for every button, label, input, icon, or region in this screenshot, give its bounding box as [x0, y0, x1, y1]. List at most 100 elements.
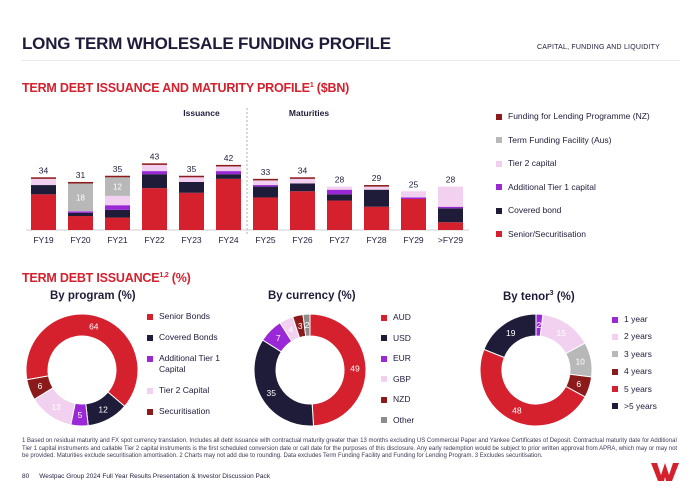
donut-value-1-year: 2 [536, 320, 541, 330]
bar-segment-funding-for-lending-programme-nz-fy23 [179, 175, 204, 178]
bar-total-fy19: 34 [39, 165, 49, 175]
bar-total-fy29: 25 [409, 179, 419, 189]
bar-segment-senior-securitisation-fy20 [68, 216, 93, 230]
deck-title: Westpac Group 2024 Full Year Results Pre… [39, 473, 270, 480]
bar-segment-additional-tier-1-capital-fy29 [438, 206, 463, 209]
legend-label: USD [393, 332, 411, 343]
title-divider [22, 60, 680, 61]
donut-value-additional-tier-1-capital: 5 [78, 410, 83, 420]
legend-label: Senior Bonds [159, 311, 211, 321]
bar-segment-covered-bond-fy23 [179, 181, 204, 193]
donut-slice-aud [309, 313, 367, 427]
bar-segment-tier-2-capital-fy29 [401, 191, 426, 198]
bar-segment-funding-for-lending-programme-nz-fy24 [216, 164, 241, 167]
bar-segment-funding-for-lending-programme-nz-fy25 [253, 178, 278, 181]
program-chart-title: By program (%) [50, 290, 136, 302]
bar-segment-senior-securitisation-fy27 [327, 200, 352, 230]
legend-swatch [612, 386, 618, 393]
x-tick-fy29: >FY29 [438, 235, 464, 245]
x-tick-fy29: FY29 [403, 235, 424, 245]
section-label: CAPITAL, FUNDING AND LIQUIDITY [537, 44, 660, 51]
legend-label: Funding for Lending Programme (NZ) [508, 111, 650, 121]
donut-value-5-years: 19 [506, 328, 516, 338]
legend-label: GBP [393, 373, 411, 384]
legend-label: 2 years [624, 331, 652, 342]
bar-segment-senior-securitisation-fy21 [105, 217, 130, 230]
legend-swatch [381, 376, 387, 382]
legend-item-covered-bond: Covered bond [496, 205, 650, 216]
donut-value-nzd: 3 [298, 321, 303, 331]
donut-value-aud: 49 [350, 364, 360, 374]
legend-item-additional-tier-1-capital: Additional Tier 1 Capital [147, 353, 247, 375]
bar-segment-funding-for-lending-programme-nz-fy22 [142, 163, 167, 165]
legend-item-aud: AUD [381, 312, 451, 323]
bar-total-fy23: 35 [187, 164, 197, 174]
bar-segment-additional-tier-1-capital-fy25 [253, 185, 278, 187]
legend-label: Additional Tier 1 Capital [159, 353, 220, 374]
bar-segment-covered-bond-fy24 [216, 174, 241, 179]
bar-segment-tier-2-capital-fy23 [179, 177, 204, 182]
bar-segment-senior-securitisation-fy26 [290, 191, 315, 230]
x-tick-fy21: FY21 [107, 235, 128, 245]
legend-item-tier-2-capital: Tier 2 Capital [147, 385, 247, 396]
bar-segment-covered-bond-fy28 [364, 189, 389, 207]
bar-segment-tier-2-capital-fy22 [142, 164, 167, 172]
legend-label: Securitisation [159, 406, 211, 416]
legend-label: Term Funding Facility (Aus) [508, 134, 612, 145]
bar-total-fy20: 31 [76, 170, 86, 180]
x-tick-fy22: FY22 [144, 235, 165, 245]
legend-label: Tier 2 Capital [159, 385, 210, 395]
page-title: LONG TERM WHOLESALE FUNDING PROFILE [22, 34, 391, 53]
bar-total-fy29: 28 [446, 175, 456, 185]
x-tick-fy20: FY20 [70, 235, 91, 245]
legend-label: Other [393, 414, 415, 425]
bar-segment-additional-tier-1-capital-fy24 [216, 171, 241, 175]
legend-swatch [147, 334, 153, 341]
legend-swatch [496, 160, 502, 167]
bar-inner-label-fy20: 18 [76, 193, 85, 202]
bar-segment-senior-securitisation-fy24 [216, 178, 241, 230]
donut-slice-5-years [483, 313, 537, 359]
legend-item-2-years: 2 years [612, 331, 682, 342]
donut-value-2-years: 15 [557, 328, 567, 338]
bar-segment-senior-securitisation-fy28 [364, 206, 389, 230]
bar-segment-senior-securitisation-fy29 [401, 199, 426, 230]
donut-value-3-years: 10 [575, 357, 585, 367]
donut-value-tier-2-capital: 13 [51, 402, 61, 412]
legend-label: 4 years [624, 366, 652, 377]
maturity-profile-legend: Funding for Lending Programme (NZ) Term F… [496, 111, 650, 252]
bar-segment-additional-tier-1-capital-fy22 [142, 171, 167, 175]
donut-value-covered-bonds: 12 [98, 405, 108, 415]
legend-swatch [381, 314, 387, 321]
legend-label: Tier 2 capital [508, 158, 557, 168]
legend-item-other: Other [381, 415, 451, 426]
legend-swatch [381, 396, 387, 403]
legend-label: 1 year [624, 314, 648, 324]
westpac-logo [651, 463, 679, 481]
legend-item-term-funding-facility-aus: Term Funding Facility (Aus) [496, 135, 650, 146]
profile-heading: TERM DEBT ISSUANCE AND MATURITY PROFILE1… [22, 81, 350, 95]
legend-item-gbp: GBP [381, 374, 451, 385]
legend-label: 5 years [624, 383, 652, 394]
bar-segment-tier-2-capital-fy28 [364, 186, 389, 190]
bar-segment-covered-bond-fy27 [327, 194, 352, 201]
bar-segment-additional-tier-1-capital-fy29 [401, 197, 426, 199]
donut-value-eur: 7 [276, 333, 281, 343]
bar-total-fy21: 35 [113, 164, 123, 174]
legend-item-securitisation: Securitisation [147, 406, 247, 417]
legend-swatch [496, 113, 502, 120]
legend-label: NZD [393, 394, 411, 404]
legend-label: >5 years [624, 400, 657, 411]
bar-segment-additional-tier-1-capital-fy20 [68, 211, 93, 213]
bar-segment-senior-securitisation-fy29 [438, 222, 463, 230]
program-legend: Senior Bonds Covered Bonds Additional Tier… [147, 311, 247, 427]
donut-value-senior-bonds: 64 [89, 322, 99, 332]
legend-item-usd: USD [381, 333, 451, 344]
currency-donut-chart: 49 35 74 3 2 [253, 313, 367, 427]
bar-segment-covered-bond-fy19 [31, 185, 56, 195]
legend-swatch [612, 351, 618, 358]
legend-label: 3 years [624, 348, 652, 359]
bar-segment-covered-bond-fy22 [142, 174, 167, 189]
bar-segment-tier-2-capital-fy26 [290, 178, 315, 184]
legend-item-funding-for-lending-programme-nz: Funding for Lending Programme (NZ) [496, 111, 650, 122]
